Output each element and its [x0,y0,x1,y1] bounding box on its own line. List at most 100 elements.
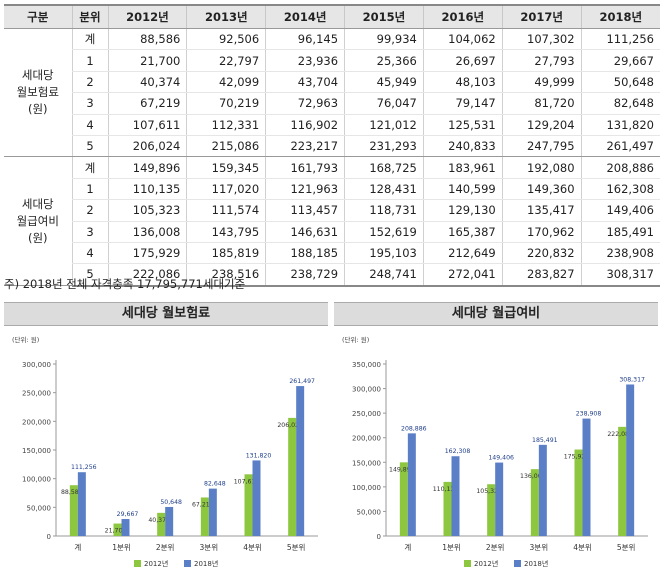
bar-2018 [451,456,460,536]
value-cell: 121,012 [344,114,424,136]
x-tick-label: 5분위 [287,543,306,552]
value-cell: 113,457 [265,199,345,222]
table-row: 4 107,611 112,331 116,902 121,012 125,531 129,… [4,114,660,136]
value-cell: 195,103 [344,242,424,265]
bar-2018 [296,386,305,536]
chart-premium: (단위: 원) 0 50,000 100,000 150,000 200,000 250,0… [12,335,318,568]
quantile-cell: 4 [71,242,108,265]
x-tick-label: 4분위 [573,543,592,552]
value-cell: 128,431 [344,178,424,201]
value-cell: 146,631 [265,221,345,243]
value-cell: 21,700 [107,49,187,72]
data-table: 구분 분위 2012년 2013년 2014년 2015년 2016년 2017… [4,4,660,287]
bar-2018 [252,460,261,536]
value-cell: 129,204 [501,114,582,136]
value-cell: 50,648 [580,71,660,94]
chart-benefit: (단위: 원) 0 50,000 100,000 150,000 200,000 250,0… [342,335,648,568]
header-2018: 2018년 [580,4,660,29]
quantile-cell: 5 [71,135,108,158]
data-label: 308,317 [619,376,645,383]
value-cell: 208,886 [580,156,660,179]
value-cell: 185,491 [580,221,660,243]
header-2014: 2014년 [265,4,345,29]
table-row: 2 40,374 42,099 43,704 45,949 48,103 49,999 50,… [4,71,660,94]
chart-panel-premium: 세대당 월보험료 (단위: 원) 0 50,000 100,000 150,000 200… [4,302,328,578]
group-label-line: (원) [27,230,48,245]
value-cell: 99,934 [344,28,424,51]
bar-2012 [574,449,583,536]
bar-2012 [113,523,122,536]
bar-2012 [157,512,166,536]
value-cell: 25,366 [344,49,424,72]
value-cell: 110,135 [107,178,187,201]
data-label: 110,135 [433,486,459,493]
bar-2018 [538,444,547,536]
x-tick-label: 1분위 [442,543,461,552]
bar-2012 [288,417,297,536]
value-cell: 112,331 [186,114,266,136]
bar-2018 [407,433,416,536]
data-label: 175,929 [564,454,590,461]
quantile-cell: 4 [71,114,108,136]
value-cell: 308,317 [580,263,660,287]
group-label-line: 세대당 [21,196,54,211]
data-label: 149,406 [488,455,514,462]
value-cell: 45,949 [344,71,424,94]
data-label: 136,008 [520,473,546,480]
value-cell: 159,345 [186,156,266,179]
legend-swatch [464,560,471,567]
x-tick-label: 4분위 [243,543,262,552]
value-cell: 165,387 [422,221,503,243]
value-cell: 92,506 [186,28,266,51]
value-cell: 29,667 [580,49,660,72]
table-row: 1 21,700 22,797 23,936 25,366 26,697 27,793 29,… [4,49,660,72]
header-2013: 2013년 [186,4,266,29]
bar-2018 [165,506,174,536]
value-cell: 212,649 [422,242,503,265]
value-cell: 247,795 [501,135,582,158]
data-table-wrap: 구분 분위 2012년 2013년 2014년 2015년 2016년 2017… [4,4,660,287]
data-label: 40,374 [148,517,170,524]
legend-label: 2018년 [524,559,548,568]
value-cell: 149,896 [107,156,187,179]
value-cell: 111,256 [580,28,660,51]
value-cell: 67,219 [107,92,187,115]
y-tick-label: 100,000 [352,484,381,492]
data-label: 21,700 [105,528,127,535]
value-cell: 238,516 [186,263,266,287]
legend-label: 2012년 [144,559,168,568]
bar-2018 [121,518,130,536]
data-label: 88,586 [61,489,83,496]
data-label: 67,219 [192,501,214,508]
x-tick-label: 3분위 [530,543,549,552]
data-label: 29,667 [117,511,139,518]
value-cell: 206,024 [107,135,187,158]
table-row: 4 175,929 185,819 188,185 195,103 212,649 220,… [4,242,660,265]
y-tick-label: 250,000 [22,390,51,398]
data-label: 82,648 [204,481,226,488]
header-2012: 2012년 [107,4,187,29]
value-cell: 117,020 [186,178,266,201]
legend-label: 2012년 [474,559,498,568]
group-label: 세대당 월보험료 (원) [4,28,72,158]
quantile-cell: 3 [71,92,108,115]
y-tick-label: 100,000 [22,476,51,484]
legend-label: 2018년 [194,559,218,568]
y-tick-label: 200,000 [352,435,381,443]
header-quantile: 분위 [71,4,108,29]
x-tick-label: 2분위 [156,543,175,552]
x-tick-label: 5분위 [617,543,636,552]
value-cell: 42,099 [186,71,266,94]
bar-2018 [77,472,86,536]
data-label: 131,820 [246,452,272,459]
group-label-line: 세대당 [21,68,54,83]
quantile-cell: 2 [71,199,108,222]
value-cell: 129,130 [422,199,503,222]
table-row: 3 136,008 143,795 146,631 152,619 165,387 170,… [4,221,660,243]
value-cell: 162,308 [580,178,660,201]
x-tick-label: 2분위 [486,543,505,552]
bar-2012 [618,426,627,536]
value-cell: 104,062 [422,28,503,51]
value-cell: 136,008 [107,221,187,243]
unit-label: (단위: 원) [342,335,369,344]
